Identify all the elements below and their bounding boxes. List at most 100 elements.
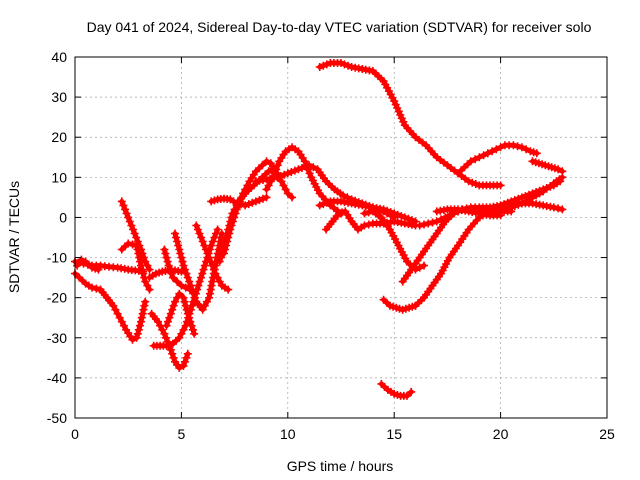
data-point	[127, 221, 136, 230]
data-point	[192, 221, 201, 230]
chart-title: Day 041 of 2024, Sidereal Day-to-day VTE…	[87, 19, 592, 35]
series-t32	[432, 205, 505, 220]
data-point	[198, 237, 207, 246]
data-point	[492, 145, 501, 154]
plot-frame	[74, 56, 608, 419]
data-point	[186, 281, 195, 290]
data-point	[94, 265, 103, 274]
data-point	[167, 269, 176, 278]
data-point	[201, 245, 210, 254]
data-point	[180, 265, 189, 274]
data-point	[496, 211, 505, 220]
data-point	[298, 164, 306, 172]
data-point	[180, 357, 189, 366]
data-point	[128, 335, 137, 344]
series-t11	[160, 245, 194, 294]
data-point	[225, 229, 234, 238]
data-point	[305, 161, 314, 170]
data-point	[259, 194, 267, 203]
series-t6	[117, 239, 154, 294]
data-point	[558, 205, 567, 214]
data-point	[179, 261, 188, 270]
data-point	[138, 265, 146, 274]
data-point	[175, 245, 184, 254]
data-point	[182, 305, 191, 314]
data-point	[241, 201, 250, 210]
data-point	[407, 387, 416, 396]
x-tick-label: 15	[386, 426, 402, 442]
data-point	[500, 206, 509, 215]
data-point	[272, 165, 281, 174]
data-point	[337, 59, 345, 67]
data-point	[228, 217, 237, 226]
data-point	[507, 203, 516, 212]
data-point	[117, 197, 126, 206]
data-point	[176, 249, 185, 258]
data-point	[193, 225, 202, 234]
data-point	[532, 149, 541, 158]
y-tick-label: -40	[47, 370, 67, 386]
data-point	[549, 203, 558, 212]
data-point	[383, 206, 392, 215]
axis-ticks: 0 5 10 15 20 25 -50 -40 -30 -20 -10 0 10 20 30 40	[47, 49, 615, 442]
data-point	[397, 212, 406, 221]
series-t12	[171, 229, 226, 314]
data-point	[125, 217, 134, 226]
data-point	[280, 170, 289, 179]
data-point	[179, 361, 188, 370]
data-point	[119, 321, 128, 330]
data-point	[182, 353, 191, 362]
data-point	[479, 151, 488, 160]
data-point	[165, 313, 174, 322]
data-point	[179, 325, 188, 334]
data-point	[119, 201, 128, 210]
data-point	[203, 249, 212, 258]
data-point	[173, 237, 182, 246]
series-t8	[147, 309, 192, 372]
y-tick-label: 10	[51, 169, 67, 185]
data-point	[496, 143, 505, 152]
series-t22	[379, 295, 420, 314]
data-point	[360, 221, 369, 230]
data-point	[466, 157, 475, 166]
data-point	[424, 219, 433, 228]
series-t5	[117, 197, 154, 274]
data-point	[132, 333, 141, 342]
data-point	[420, 220, 428, 229]
data-point	[248, 198, 257, 207]
data-point	[554, 165, 563, 174]
y-tick-label: -20	[47, 290, 67, 306]
series-t28	[454, 141, 541, 178]
data-point	[510, 202, 519, 211]
data-point	[188, 325, 197, 334]
data-point	[145, 265, 154, 274]
data-point	[319, 61, 328, 70]
data-point	[386, 208, 395, 217]
y-tick-label: 40	[51, 49, 67, 65]
data-point	[122, 209, 131, 218]
data-point	[137, 313, 146, 322]
data-point	[207, 241, 216, 250]
data-point	[403, 391, 411, 400]
data-point	[173, 277, 182, 286]
series-t14	[207, 193, 271, 210]
x-tick-label: 5	[178, 426, 186, 442]
data-point	[364, 208, 373, 217]
data-point	[230, 213, 239, 222]
series-t13	[192, 221, 233, 294]
data-point	[183, 273, 192, 282]
data-point	[168, 349, 177, 358]
series-t10	[162, 289, 199, 338]
data-point	[130, 229, 139, 238]
y-tick-label: 20	[51, 129, 67, 145]
data-point	[315, 201, 324, 210]
data-point	[294, 165, 303, 174]
x-tick-label: 10	[280, 426, 296, 442]
data-point	[224, 285, 233, 294]
data-point	[185, 277, 194, 286]
data-point	[441, 213, 450, 222]
data-point	[145, 285, 154, 294]
data-point	[139, 269, 148, 278]
data-point	[243, 181, 252, 190]
